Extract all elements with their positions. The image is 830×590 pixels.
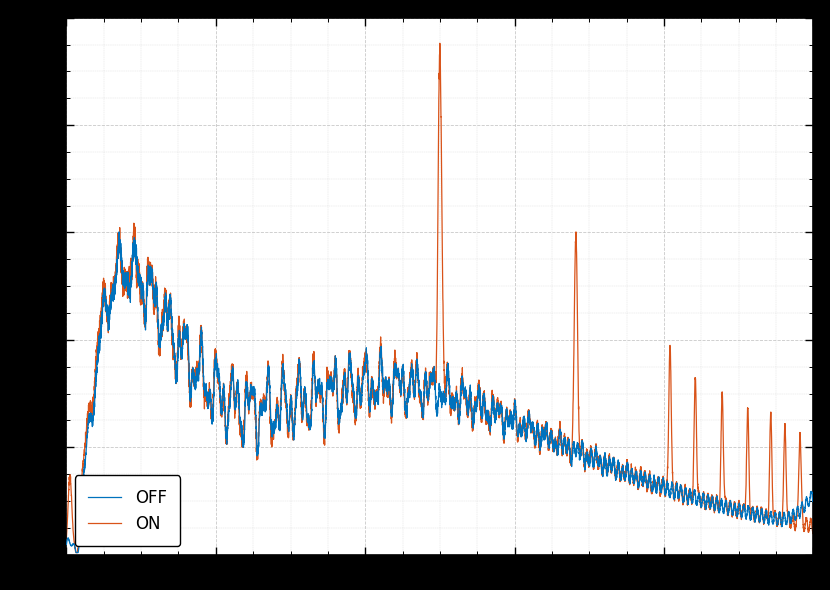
ON xyxy=(61,535,71,542)
ON xyxy=(435,40,445,47)
OFF xyxy=(536,437,546,444)
OFF xyxy=(114,228,124,235)
OFF xyxy=(615,475,625,482)
OFF xyxy=(808,496,818,503)
Line: OFF: OFF xyxy=(66,232,813,553)
Legend: OFF, ON: OFF, ON xyxy=(75,476,180,546)
ON xyxy=(332,391,342,398)
ON xyxy=(504,421,514,428)
OFF xyxy=(655,487,665,494)
ON xyxy=(99,281,109,289)
ON xyxy=(808,528,818,535)
OFF xyxy=(332,379,342,386)
Line: ON: ON xyxy=(66,43,813,553)
ON xyxy=(655,489,665,496)
ON xyxy=(536,437,546,444)
OFF xyxy=(504,421,514,428)
OFF xyxy=(71,549,81,556)
OFF xyxy=(99,289,109,296)
ON xyxy=(615,478,625,485)
ON xyxy=(71,549,81,556)
OFF xyxy=(61,541,71,548)
